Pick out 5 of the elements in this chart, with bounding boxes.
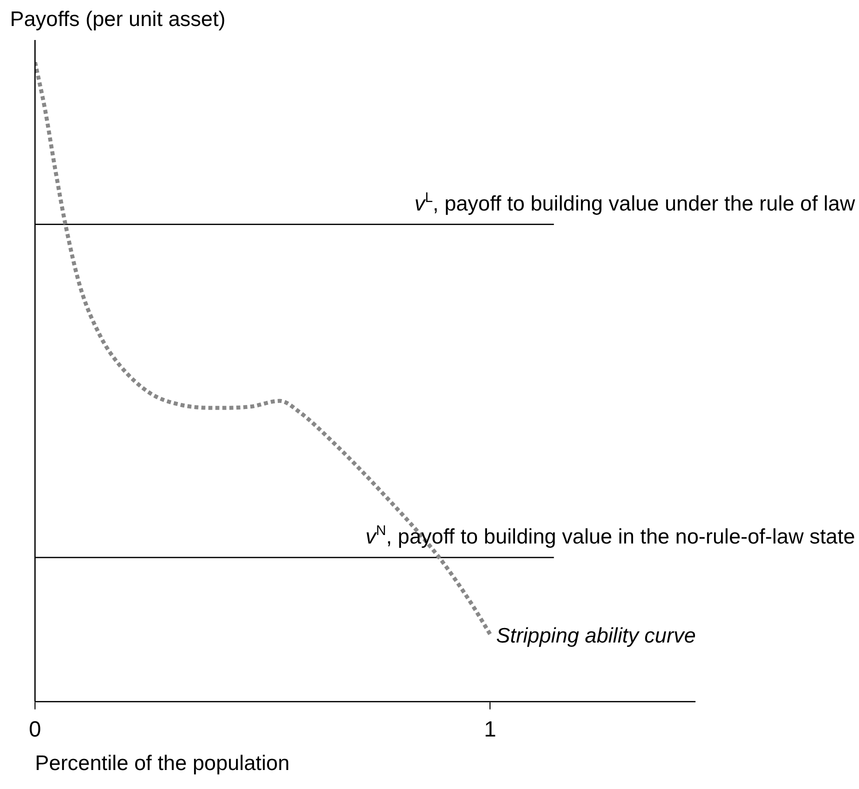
y-axis-title: Payoffs (per unit asset) bbox=[10, 8, 226, 31]
x-tick-label: 1 bbox=[484, 716, 496, 742]
x-axis-title: Percentile of the population bbox=[35, 752, 290, 776]
x-tick-label: 0 bbox=[28, 716, 42, 742]
series-label: Stripping ability curve bbox=[496, 624, 696, 648]
